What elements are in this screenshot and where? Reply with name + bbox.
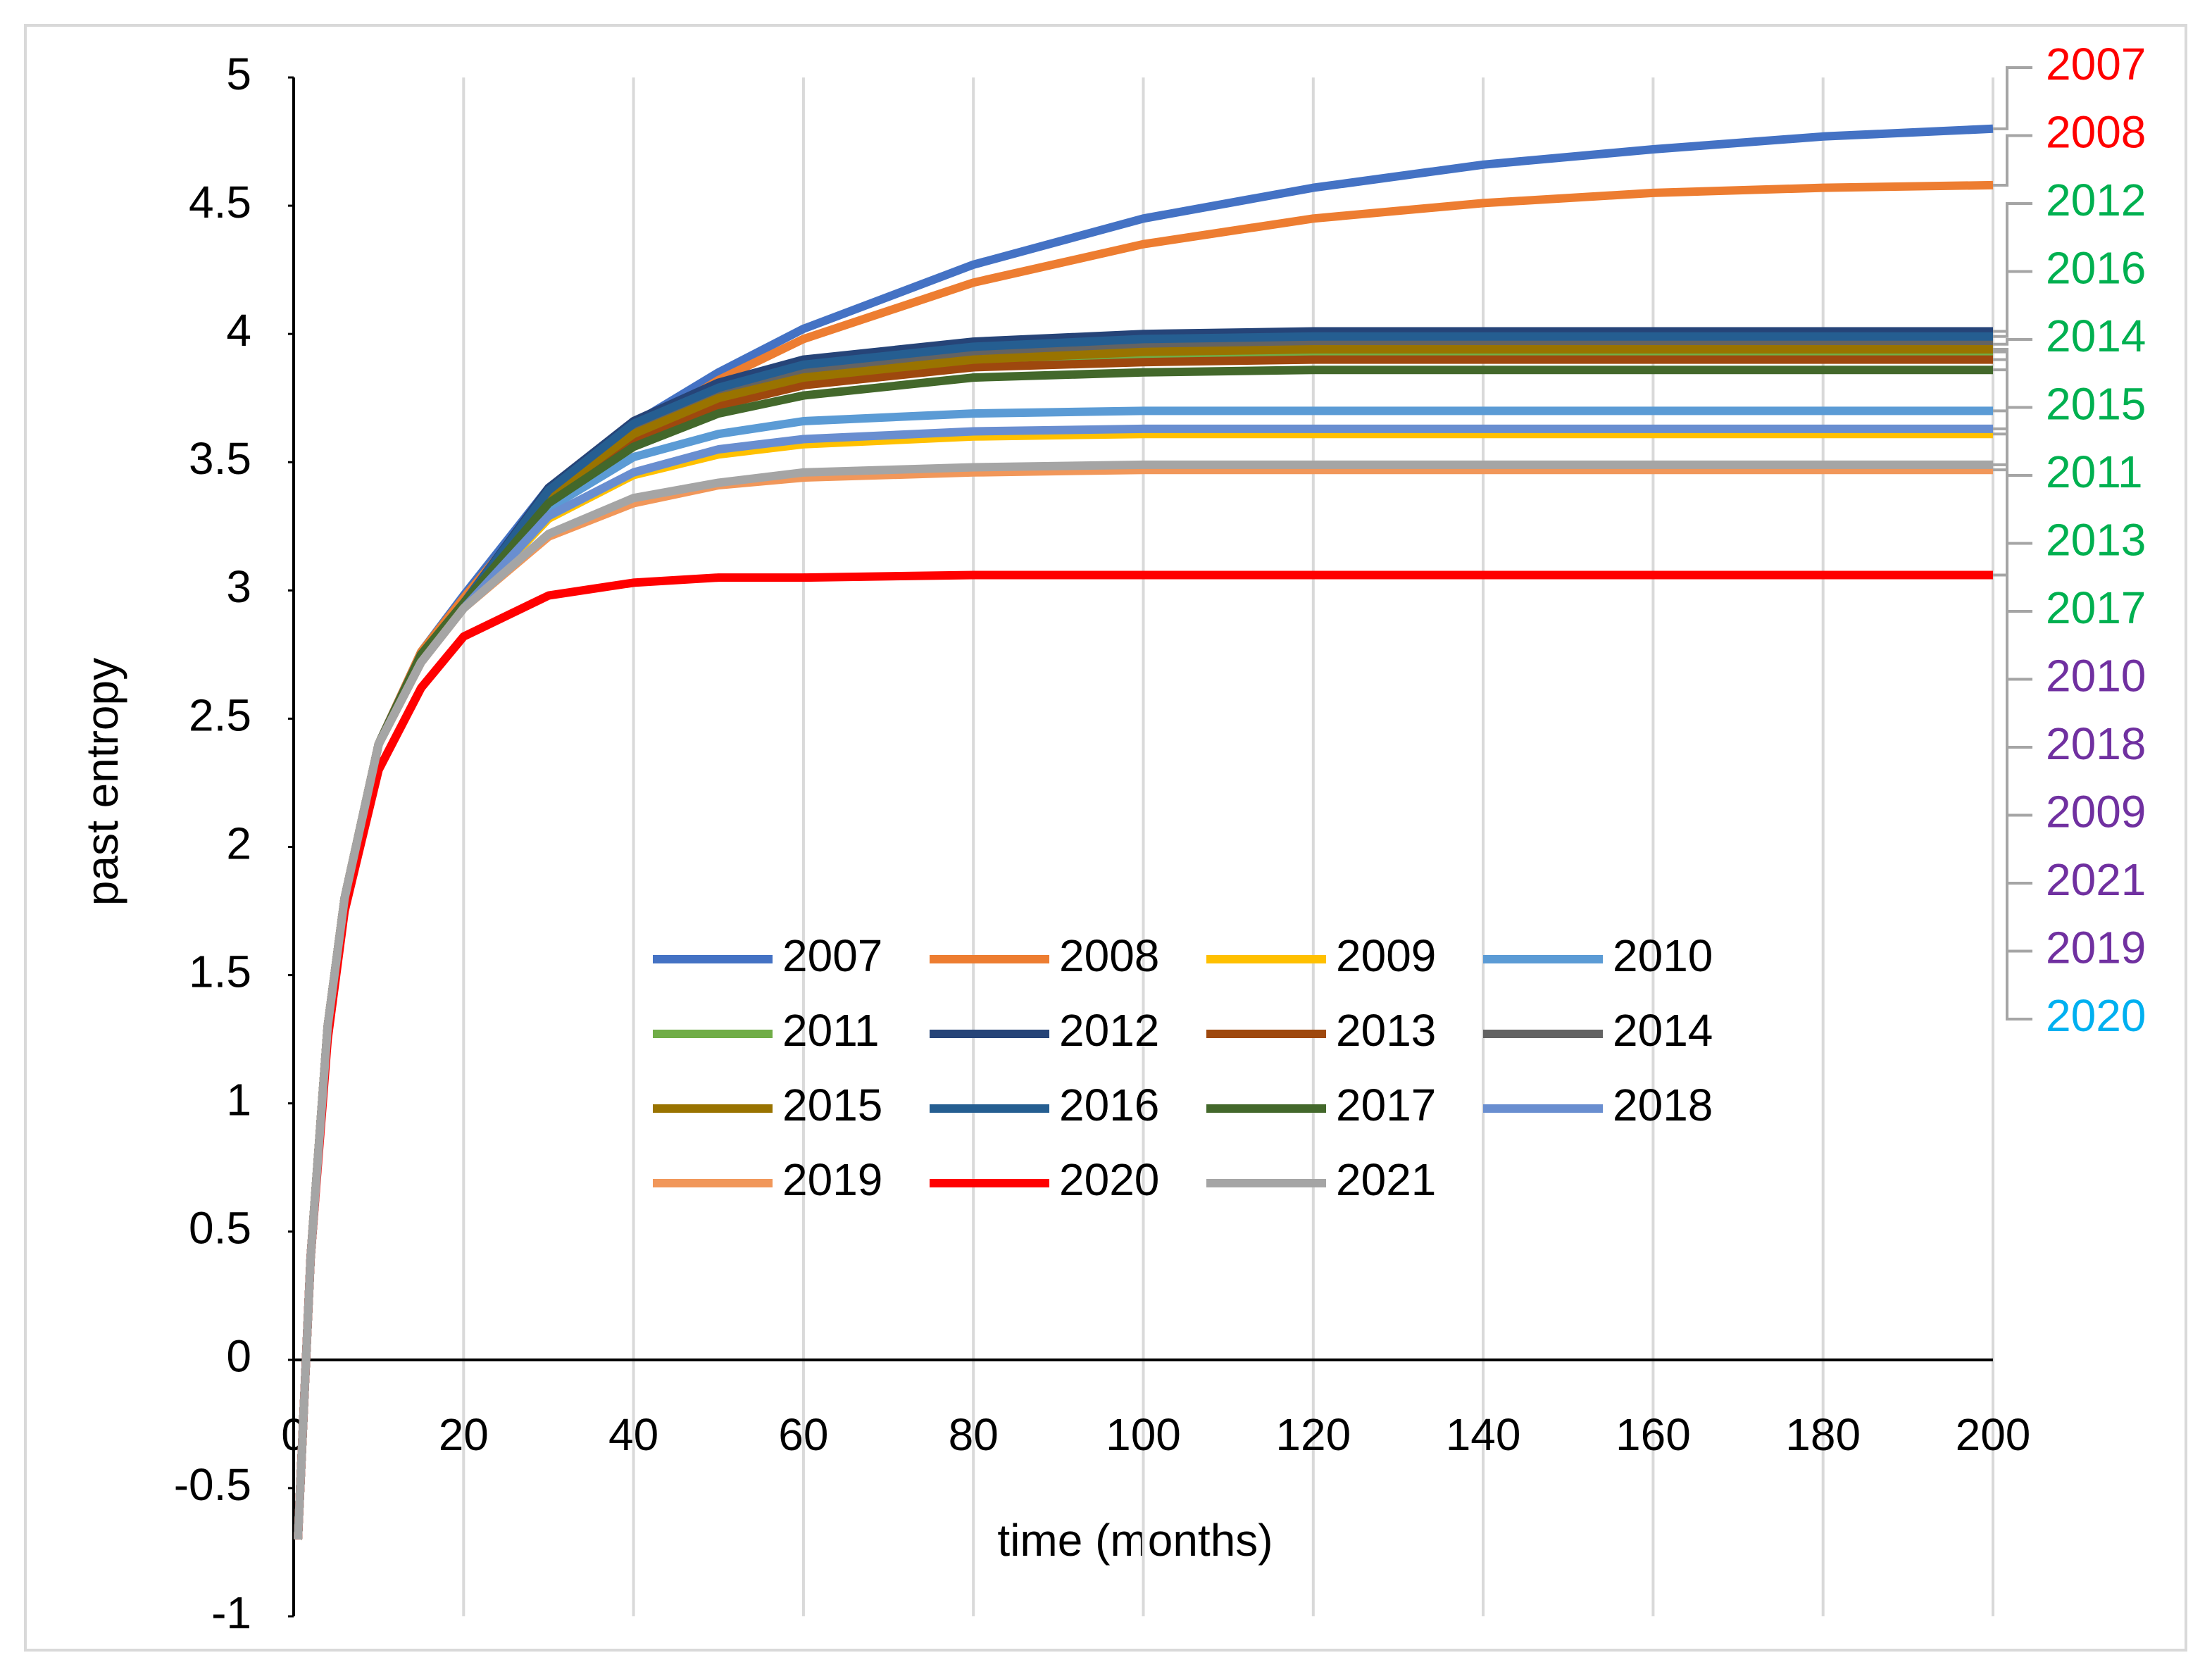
- chart-frame: [24, 24, 2187, 1652]
- annotation: 2018: [2046, 718, 2146, 769]
- y-tick-label: 0.5: [189, 1203, 251, 1254]
- annotation: 2015: [2046, 378, 2146, 429]
- leader-line: [1993, 202, 2032, 333]
- y-tick-label: 4.5: [189, 177, 251, 227]
- legend-label: 2007: [782, 930, 882, 981]
- x-tick-label: 180: [1785, 1409, 1861, 1460]
- legend-label: 2013: [1336, 1005, 1436, 1056]
- legend-label: 2019: [782, 1154, 882, 1205]
- y-tick-label: 3.5: [189, 433, 251, 484]
- leader-line: [1993, 66, 2032, 130]
- legend-label: 2011: [782, 1005, 880, 1056]
- y-tick-label: -1: [211, 1587, 251, 1638]
- y-axis-title: past entropy: [77, 658, 127, 906]
- y-tick-label: 5: [226, 49, 251, 99]
- x-tick-label: 160: [1616, 1409, 1691, 1460]
- annotation: 2007: [2046, 39, 2146, 89]
- legend-label: 2012: [1059, 1005, 1159, 1056]
- series-line: [294, 460, 1993, 1540]
- annotation: 2011: [2046, 447, 2143, 497]
- legend-label: 2017: [1336, 1080, 1436, 1130]
- y-tick-label: 4: [226, 305, 251, 356]
- y-tick-label: 0: [226, 1331, 251, 1382]
- leader-line: [1993, 338, 2032, 346]
- y-tick-label: 2.5: [189, 689, 251, 740]
- legend-label: 2010: [1613, 930, 1713, 981]
- legend-label: 2021: [1336, 1154, 1436, 1205]
- leader-line: [1993, 134, 2032, 187]
- x-tick-label: 80: [949, 1409, 999, 1460]
- annotation: 2021: [2046, 854, 2146, 905]
- annotation: 2013: [2046, 514, 2146, 565]
- x-tick-label: 200: [1956, 1409, 2031, 1460]
- annotation: 2010: [2046, 650, 2146, 701]
- annotation: 2014: [2046, 311, 2146, 361]
- x-tick-label: 140: [1446, 1409, 1521, 1460]
- annotation: 2017: [2046, 582, 2146, 633]
- y-tick-label: 1.5: [189, 946, 251, 997]
- leader-line: [1993, 270, 2032, 338]
- legend-label: 2009: [1336, 930, 1436, 981]
- annotation: 2009: [2046, 786, 2146, 837]
- legend-label: 2016: [1059, 1080, 1159, 1130]
- annotation: 2012: [2046, 175, 2146, 225]
- x-tick-label: 40: [608, 1409, 658, 1460]
- y-tick-label: 1: [226, 1075, 251, 1125]
- y-tick-label: 3: [226, 561, 251, 612]
- legend-label: 2018: [1613, 1080, 1713, 1130]
- legend-label: 2015: [782, 1080, 882, 1130]
- x-tick-label: 60: [778, 1409, 828, 1460]
- annotation: 2008: [2046, 106, 2146, 157]
- annotation: 2019: [2046, 922, 2146, 973]
- annotation: 2020: [2046, 990, 2146, 1041]
- x-tick-label: 120: [1275, 1409, 1351, 1460]
- y-tick-label: 2: [226, 818, 251, 868]
- x-tick-label: 20: [439, 1409, 489, 1460]
- x-axis-title: time (months): [997, 1515, 1273, 1566]
- legend-label: 2008: [1059, 930, 1159, 981]
- leader-line: [1993, 573, 2032, 1020]
- legend-label: 2020: [1059, 1154, 1159, 1205]
- y-tick-label: -0.5: [174, 1459, 251, 1510]
- annotation: 2016: [2046, 242, 2146, 293]
- x-tick-label: 100: [1106, 1409, 1181, 1460]
- legend-label: 2014: [1613, 1005, 1713, 1056]
